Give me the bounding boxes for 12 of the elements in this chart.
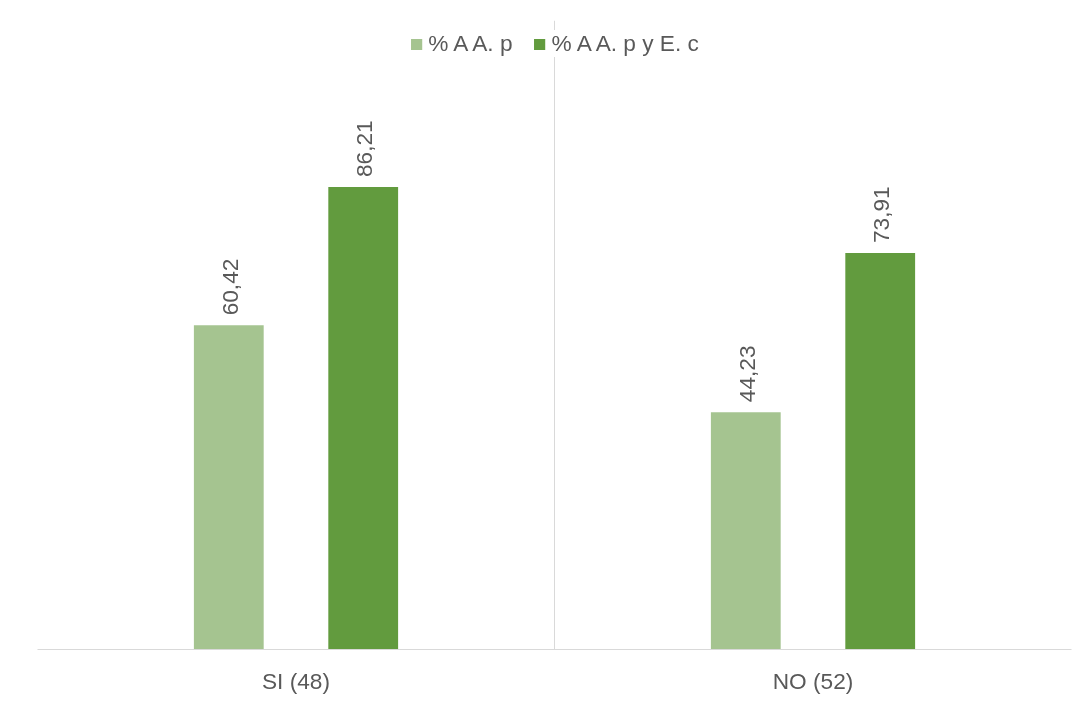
x-tick-label: SI (48): [262, 667, 330, 694]
bar: [328, 187, 399, 650]
data-label: 44,23: [733, 345, 760, 403]
bar: [845, 252, 916, 650]
legend-label: % A A. p: [428, 30, 513, 57]
bar: [193, 325, 264, 650]
data-label: 73,91: [868, 186, 895, 243]
data-label: 60,42: [216, 258, 243, 316]
legend-label: % A A. p y E. c: [551, 30, 699, 57]
data-label: 86,21: [351, 120, 378, 177]
bar: [710, 412, 781, 650]
x-tick-label: NO (52): [772, 667, 854, 694]
